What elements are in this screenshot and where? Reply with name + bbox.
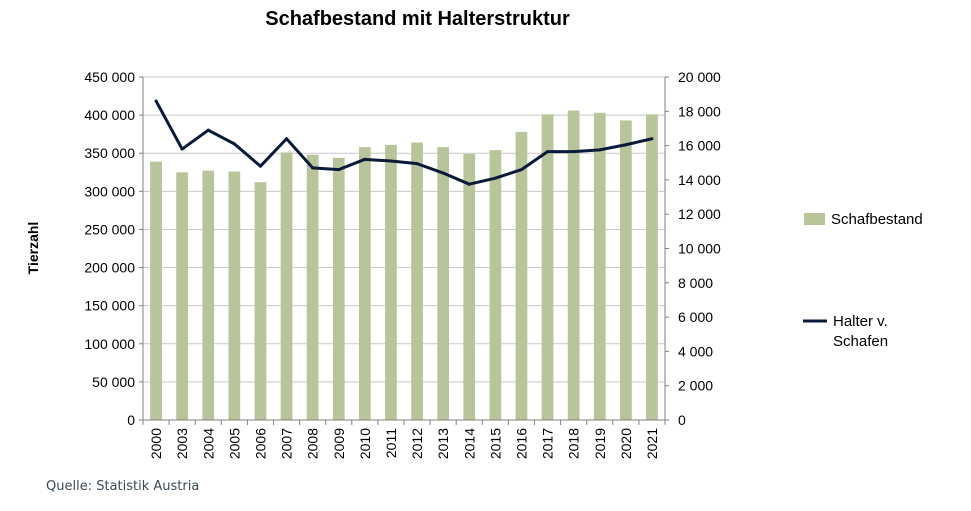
y2-tick-label: 4 000 <box>678 343 713 359</box>
y-tick-label: 300 000 <box>84 183 135 199</box>
legend-bar-label: Schafbestand <box>831 211 923 228</box>
y-tick-label: 350 000 <box>84 145 135 161</box>
line-point <box>441 171 445 175</box>
bar <box>515 131 528 420</box>
y2-tick-label: 8 000 <box>678 275 713 291</box>
x-tick-label: 2020 <box>618 428 634 459</box>
bar <box>411 142 423 420</box>
legend-line-label-2: Schafen <box>833 333 888 350</box>
x-tick-label: 2015 <box>487 428 503 459</box>
y-tick-label: 200 000 <box>84 260 135 276</box>
line-point <box>624 143 628 147</box>
line-point <box>467 182 471 186</box>
line-point <box>311 166 315 170</box>
y-tick-label: 450 000 <box>84 69 135 85</box>
y-tick-label: 0 <box>127 412 135 428</box>
x-tick-label: 2018 <box>566 428 582 459</box>
bar <box>463 153 476 421</box>
bar <box>385 144 397 421</box>
y-tick-label: 50 000 <box>92 374 135 390</box>
bar <box>228 171 241 420</box>
gridlines <box>143 76 665 383</box>
bar <box>619 120 632 421</box>
line-point <box>154 99 158 103</box>
line-point <box>493 176 497 180</box>
line-point <box>389 159 393 163</box>
line-point <box>572 150 576 154</box>
x-tick-label: 2013 <box>435 428 451 459</box>
y2-tick-label: 10 000 <box>678 241 721 257</box>
line-point <box>337 168 341 172</box>
y-tick-label: 400 000 <box>84 107 135 123</box>
bar <box>306 154 319 420</box>
y-tick-label: 250 000 <box>84 221 135 237</box>
legend-line-label-1: Halter v. <box>833 313 888 330</box>
bar <box>358 147 371 420</box>
y2-tick-label: 16 000 <box>678 138 721 154</box>
bar <box>541 114 554 421</box>
line-path <box>154 100 653 186</box>
line-point <box>180 147 184 151</box>
line-point <box>232 142 236 146</box>
legend: Schafbestand Halter v. Schafen <box>803 211 923 350</box>
bar <box>593 112 606 420</box>
axes: 0 50 000 100 000 150 000 200 000 250 000 300 0… <box>84 69 721 459</box>
x-tick-label: 2008 <box>305 428 321 459</box>
y-axis-label: Tierzahl <box>25 222 41 275</box>
bar <box>437 147 450 420</box>
x-tick-label: 2017 <box>540 428 556 459</box>
bar <box>176 172 189 420</box>
x-tick-label: 2010 <box>357 428 373 459</box>
x-tick-label: 2014 <box>461 428 477 459</box>
x-tick-label: 2007 <box>279 428 295 459</box>
line-point <box>285 137 289 141</box>
x-tick-label: 2019 <box>592 428 608 459</box>
x-tick-label: 2003 <box>174 428 190 459</box>
x-tick-label: 2005 <box>226 428 242 459</box>
x-tick-label: 2000 <box>148 428 164 459</box>
y2-tick-label: 12 000 <box>678 206 721 222</box>
y2-tick-label: 0 <box>678 412 686 428</box>
y2-tick-label: 20 000 <box>678 69 721 85</box>
line-point <box>363 157 367 161</box>
x-tick-label: 2011 <box>383 428 399 458</box>
y2-tick-label: 6 000 <box>678 309 713 325</box>
x-tick-label: 2016 <box>513 428 529 459</box>
y2-tick-label: 18 000 <box>678 103 721 119</box>
line-point <box>258 164 262 168</box>
source-note: Quelle: Statistik Austria <box>46 479 200 494</box>
chart-title: Schafbestand mit Halterstruktur <box>265 8 570 30</box>
x-tick-label: 2021 <box>644 428 660 459</box>
bar <box>280 152 293 420</box>
x-tick-label: 2006 <box>252 428 268 459</box>
bar <box>332 157 345 420</box>
x-tick-label: 2009 <box>331 428 347 459</box>
y-tick-label: 150 000 <box>84 298 135 314</box>
bar <box>646 114 658 421</box>
y2-tick-label: 14 000 <box>678 172 721 188</box>
x-tick-label: 2004 <box>200 428 216 459</box>
line-series <box>154 99 654 186</box>
bar <box>489 150 502 420</box>
line-point <box>598 148 602 152</box>
line-point <box>519 168 523 172</box>
legend-bar-swatch <box>804 213 825 225</box>
y-tick-label: 100 000 <box>84 336 135 352</box>
bar <box>567 110 580 420</box>
x-tick-label: 2012 <box>409 428 425 459</box>
line-point <box>546 150 550 154</box>
line-point <box>206 128 210 132</box>
line-point <box>415 162 419 166</box>
bar <box>202 170 215 420</box>
bar-series <box>150 110 658 421</box>
bar <box>254 182 267 420</box>
bar <box>150 161 162 420</box>
line-point <box>650 137 654 141</box>
y2-tick-label: 2 000 <box>678 378 713 394</box>
